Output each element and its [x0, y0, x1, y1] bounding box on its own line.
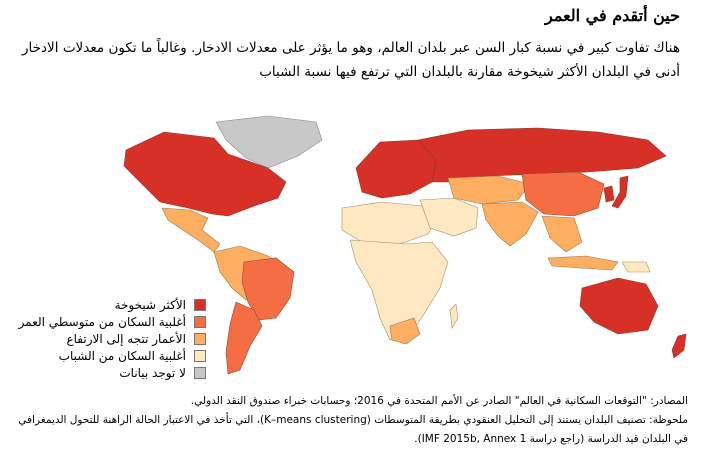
region-korea	[603, 185, 615, 203]
legend-label-middle-aged: أغلبية السكان من متوسطي العمر	[18, 314, 186, 329]
region-new-zealand	[671, 333, 687, 359]
legend-item-middle-aged: أغلبية السكان من متوسطي العمر	[0, 313, 206, 330]
region-southern-cone	[225, 301, 263, 375]
legend-swatch-aging	[194, 332, 206, 345]
legend-swatch-youngest	[194, 349, 206, 362]
region-indonesia	[547, 255, 619, 271]
legend-label-youngest: أغلبية السكان من الشباب	[58, 348, 186, 363]
region-south-africa	[389, 317, 421, 345]
legend-swatch-oldest	[194, 298, 206, 311]
legend-swatch-no-data	[194, 366, 206, 379]
legend-label-aging: الأعمار تتجه إلى الارتفاع	[66, 331, 186, 346]
legend-label-no-data: لا توجد بيانات	[119, 365, 186, 380]
legend-label-oldest: الأكثر شيخوخة	[114, 297, 186, 312]
region-central-america	[161, 207, 221, 253]
world-map	[118, 112, 702, 382]
region-japan	[611, 175, 629, 209]
region-greenland	[215, 115, 323, 169]
source-note: المصادر: "التوقعات السكانية في العالم" ا…	[190, 395, 688, 407]
region-papua	[621, 261, 651, 273]
legend-item-no-data: لا توجد بيانات	[0, 364, 206, 381]
region-china	[521, 171, 605, 217]
region-madagascar	[449, 303, 459, 329]
page-title: حين أتقدم في العمر	[544, 6, 680, 25]
region-russia	[417, 127, 667, 183]
region-southeast-asia	[541, 215, 583, 253]
legend-item-oldest: الأكثر شيخوخة	[0, 296, 206, 313]
region-north-america	[123, 131, 287, 217]
region-central-asia	[447, 175, 531, 205]
map-legend: الأكثر شيخوخة أغلبية السكان من متوسطي ال…	[0, 296, 206, 381]
legend-item-youngest: أغلبية السكان من الشباب	[0, 347, 206, 364]
region-south-asia	[481, 201, 539, 247]
region-north-africa	[341, 201, 437, 245]
footnotes: المصادر: "التوقعات السكانية في العالم" ا…	[14, 392, 688, 449]
region-brazil	[241, 257, 295, 321]
region-europe	[355, 139, 437, 199]
legend-swatch-middle-aged	[194, 315, 206, 328]
legend-item-aging: الأعمار تتجه إلى الارتفاع	[0, 330, 206, 347]
region-australia	[579, 277, 659, 335]
intro-text: هناك تفاوت كبير في نسبة كبار السن عبر بل…	[22, 40, 680, 80]
method-note: ملحوظة: تصنيف البلدان يستند إلى التحليل …	[18, 414, 688, 445]
